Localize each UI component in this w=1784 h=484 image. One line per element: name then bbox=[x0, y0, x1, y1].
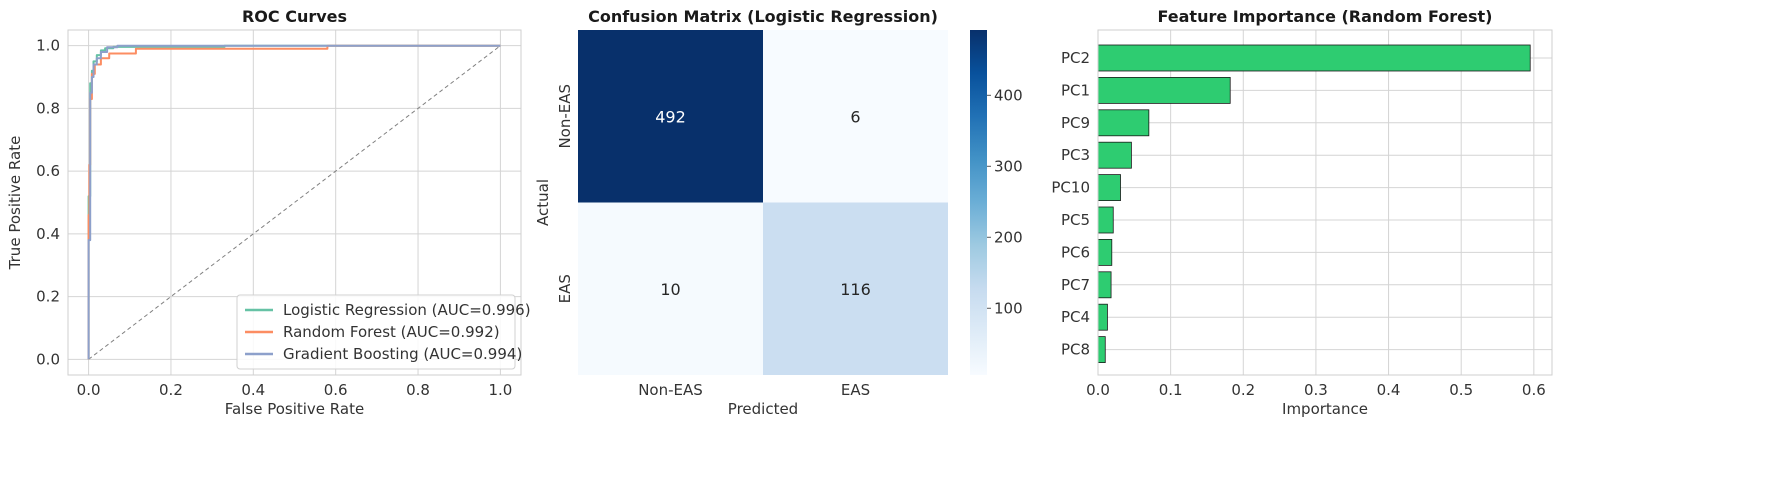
feature-y-tick-label: PC2 bbox=[1061, 49, 1090, 67]
confusion-matrix-cells: 492 6 10 116 bbox=[578, 30, 948, 375]
roc-legend-label-1: Random Forest (AUC=0.992) bbox=[283, 323, 500, 341]
roc-y-tick-label: 0.0 bbox=[36, 350, 60, 368]
feature-bar-PC2 bbox=[1097, 44, 1531, 72]
confusion-matrix-title: Confusion Matrix (Logistic Regression) bbox=[588, 7, 938, 26]
roc-x-tick-label: 0.2 bbox=[159, 381, 183, 399]
feature-y-tick-label: PC7 bbox=[1061, 276, 1090, 294]
roc-x-tick-label: 0.6 bbox=[324, 381, 348, 399]
feature-bar-PC1 bbox=[1097, 77, 1231, 104]
feature-bar-PC10 bbox=[1097, 174, 1121, 202]
feature-bar-PC4 bbox=[1097, 303, 1108, 331]
colorbar-tick-label: 100 bbox=[994, 299, 1023, 317]
feature-importance-plot-frame bbox=[1097, 29, 1553, 376]
roc-series-line-2 bbox=[87, 44, 501, 360]
feature-bar-PC9 bbox=[1097, 109, 1150, 137]
feature-importance-panel: Feature Importance (Random Forest) 0.0 0.… bbox=[1051, 7, 1553, 418]
confusion-cell-value-1-0: 10 bbox=[660, 280, 680, 299]
roc-y-tick-label: 0.4 bbox=[36, 225, 60, 243]
feature-bar-PC8 bbox=[1097, 336, 1106, 364]
feature-y-tick-label: PC6 bbox=[1061, 243, 1090, 261]
roc-y-tick-label: 0.8 bbox=[36, 99, 60, 117]
roc-legend: Logistic Regression (AUC=0.996) Random Fo… bbox=[236, 294, 531, 370]
feature-importance-x-axis-label: Importance bbox=[1282, 400, 1368, 418]
feature-y-tick-label: PC4 bbox=[1061, 308, 1090, 326]
feature-y-tick-label: PC5 bbox=[1061, 211, 1090, 229]
roc-legend-label-2: Gradient Boosting (AUC=0.994) bbox=[283, 345, 522, 363]
feature-importance-title: Feature Importance (Random Forest) bbox=[1158, 7, 1493, 26]
feature-y-tick-label: PC9 bbox=[1061, 114, 1090, 132]
confusion-cell-value-1-1: 116 bbox=[840, 280, 871, 299]
roc-legend-box bbox=[236, 294, 516, 370]
feature-importance-ticks: 0.0 0.1 0.2 0.3 0.4 0.5 0.6 PC2 PC1 PC9 PC3 PC10 PC5… bbox=[1051, 49, 1545, 399]
feature-importance-bars bbox=[1097, 44, 1531, 364]
roc-reference-line bbox=[88, 45, 501, 360]
confusion-cell-1-1 bbox=[763, 202, 948, 375]
feature-x-tick-label: 0.6 bbox=[1522, 381, 1546, 399]
feature-bar-PC6 bbox=[1097, 238, 1113, 266]
feature-bar-PC7 bbox=[1097, 271, 1112, 299]
confusion-cell-0-1 bbox=[763, 30, 948, 203]
confusion-x-tick-label: Non-EAS bbox=[638, 381, 703, 399]
roc-x-tick-label: 0.4 bbox=[241, 381, 265, 399]
confusion-x-tick-label: EAS bbox=[841, 381, 870, 399]
confusion-matrix-panel: Confusion Matrix (Logistic Regression) 4… bbox=[534, 7, 1023, 418]
feature-bar-PC3 bbox=[1097, 141, 1132, 169]
roc-y-tick-label: 0.2 bbox=[36, 288, 60, 306]
feature-y-tick-label: PC3 bbox=[1061, 146, 1090, 164]
confusion-cell-value-0-1: 6 bbox=[850, 107, 860, 126]
feature-y-tick-label: PC1 bbox=[1061, 81, 1090, 99]
feature-x-tick-label: 0.0 bbox=[1086, 381, 1110, 399]
confusion-x-axis-label: Predicted bbox=[728, 400, 798, 418]
confusion-y-tick-label: Non-EAS bbox=[556, 84, 574, 149]
roc-x-tick-label: 0.8 bbox=[406, 381, 430, 399]
roc-y-axis-label: True Positive Rate bbox=[6, 136, 24, 271]
feature-y-tick-label: PC8 bbox=[1061, 341, 1090, 359]
confusion-cell-value-0-0: 492 bbox=[655, 107, 686, 126]
colorbar-ticks: 100 200 300 400 bbox=[987, 86, 1023, 317]
roc-chart-title: ROC Curves bbox=[242, 7, 347, 26]
roc-x-tick-label: 0.0 bbox=[77, 381, 101, 399]
roc-x-tick-label: 1.0 bbox=[488, 381, 512, 399]
feature-x-tick-label: 0.2 bbox=[1231, 381, 1255, 399]
roc-y-tick-label: 1.0 bbox=[36, 37, 60, 55]
feature-x-tick-label: 0.1 bbox=[1159, 381, 1183, 399]
feature-y-tick-label: PC10 bbox=[1051, 179, 1090, 197]
colorbar-tick-label: 200 bbox=[994, 228, 1023, 246]
roc-plot-frame bbox=[67, 29, 522, 376]
roc-x-axis-label: False Positive Rate bbox=[225, 400, 364, 418]
confusion-cell-0-0 bbox=[578, 30, 763, 203]
confusion-cell-1-0 bbox=[578, 202, 763, 375]
feature-x-tick-label: 0.5 bbox=[1449, 381, 1473, 399]
colorbar-tick-label: 400 bbox=[994, 86, 1023, 104]
colorbar bbox=[970, 30, 987, 375]
roc-legend-label-0: Logistic Regression (AUC=0.996) bbox=[283, 301, 531, 319]
roc-series-lines bbox=[87, 44, 501, 360]
roc-reference-line-group bbox=[88, 45, 501, 360]
confusion-y-axis-label: Actual bbox=[534, 179, 552, 226]
roc-y-tick-label: 0.6 bbox=[36, 162, 60, 180]
roc-curves-panel: ROC Curves 0.0 0.2 0.4 0.6 0.8 1.00.00.20.40.… bbox=[6, 7, 531, 418]
feature-bar-PC5 bbox=[1097, 206, 1114, 234]
feature-x-tick-label: 0.4 bbox=[1377, 381, 1401, 399]
confusion-matrix-ticks: Non-EAS EAS Non-EAS EAS bbox=[556, 84, 870, 399]
confusion-y-tick-label: EAS bbox=[556, 274, 574, 303]
roc-ticks: 0.0 0.2 0.4 0.6 0.8 1.0 0.0 0.2 0.4 0.6 0.8 1.0 bbox=[36, 37, 512, 399]
colorbar-tick-label: 300 bbox=[994, 157, 1023, 175]
feature-x-tick-label: 0.3 bbox=[1304, 381, 1328, 399]
